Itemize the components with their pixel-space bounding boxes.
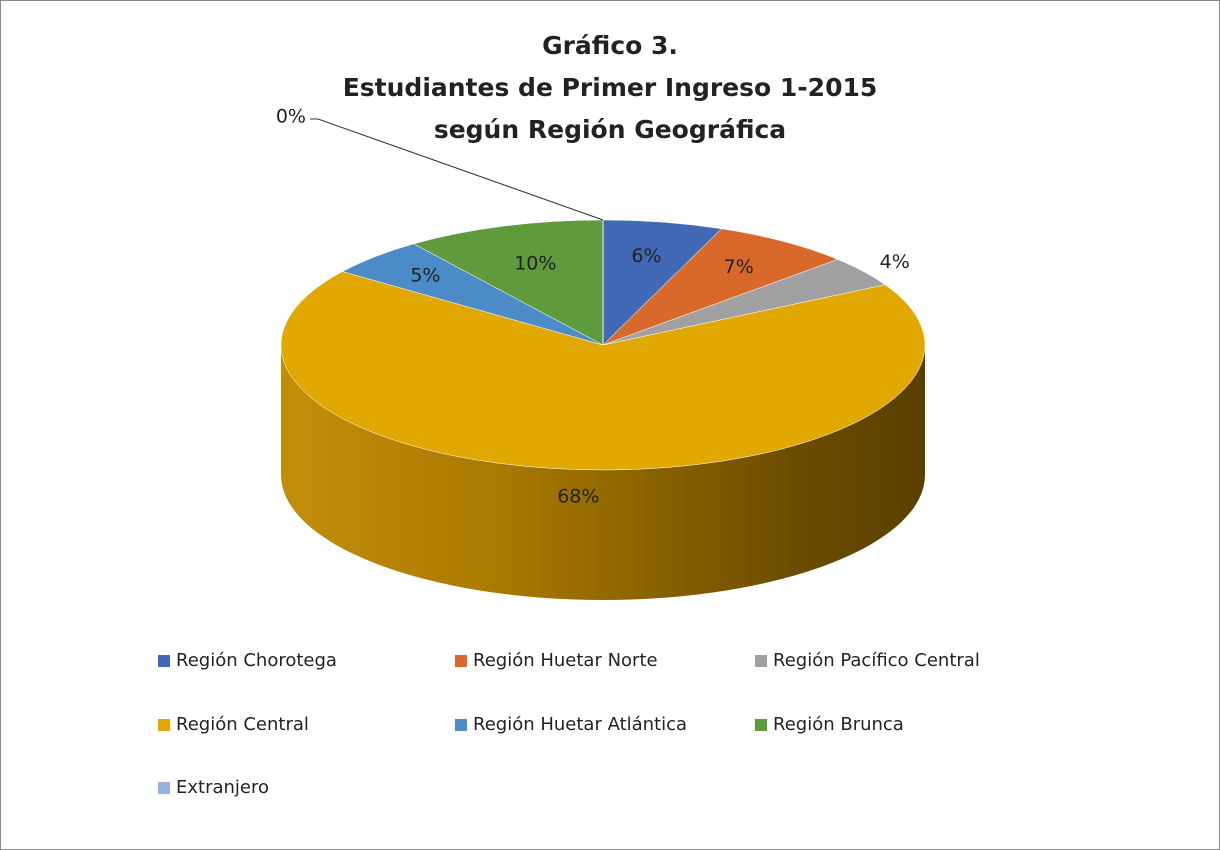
chart-title: Estudiantes de Primer Ingreso 1-2015 xyxy=(343,73,878,102)
slice xyxy=(602,228,839,346)
legend-swatch xyxy=(455,655,467,667)
chart-title: Gráfico 3. xyxy=(542,31,678,60)
data-label: 68% xyxy=(557,486,599,508)
legend-swatch xyxy=(158,655,170,667)
legend-swatch xyxy=(755,655,767,667)
data-label: 5% xyxy=(410,265,440,287)
data-label: 7% xyxy=(724,256,754,278)
chart-title: según Región Geográfica xyxy=(434,115,786,144)
slice xyxy=(280,271,926,471)
legend-label: Región Pacífico Central xyxy=(773,650,980,671)
slice-side xyxy=(281,345,925,600)
slice xyxy=(602,219,723,346)
legend-swatch xyxy=(158,782,170,794)
slice xyxy=(413,219,604,346)
data-label: 0% xyxy=(276,106,306,128)
legend-label: Región Huetar Norte xyxy=(473,650,658,671)
legend-label: Región Central xyxy=(176,714,309,735)
data-label: 4% xyxy=(880,251,910,273)
legend-swatch xyxy=(755,719,767,731)
data-label: 6% xyxy=(631,245,661,267)
legend-label: Región Brunca xyxy=(773,714,904,735)
legend-swatch xyxy=(455,719,467,731)
legend-swatch xyxy=(158,719,170,731)
legend-label: Región Chorotega xyxy=(176,650,337,671)
data-label: 10% xyxy=(514,253,556,275)
leader-line xyxy=(310,118,604,221)
legend-label: Región Huetar Atlántica xyxy=(473,714,687,735)
legend-label: Extranjero xyxy=(176,777,269,798)
